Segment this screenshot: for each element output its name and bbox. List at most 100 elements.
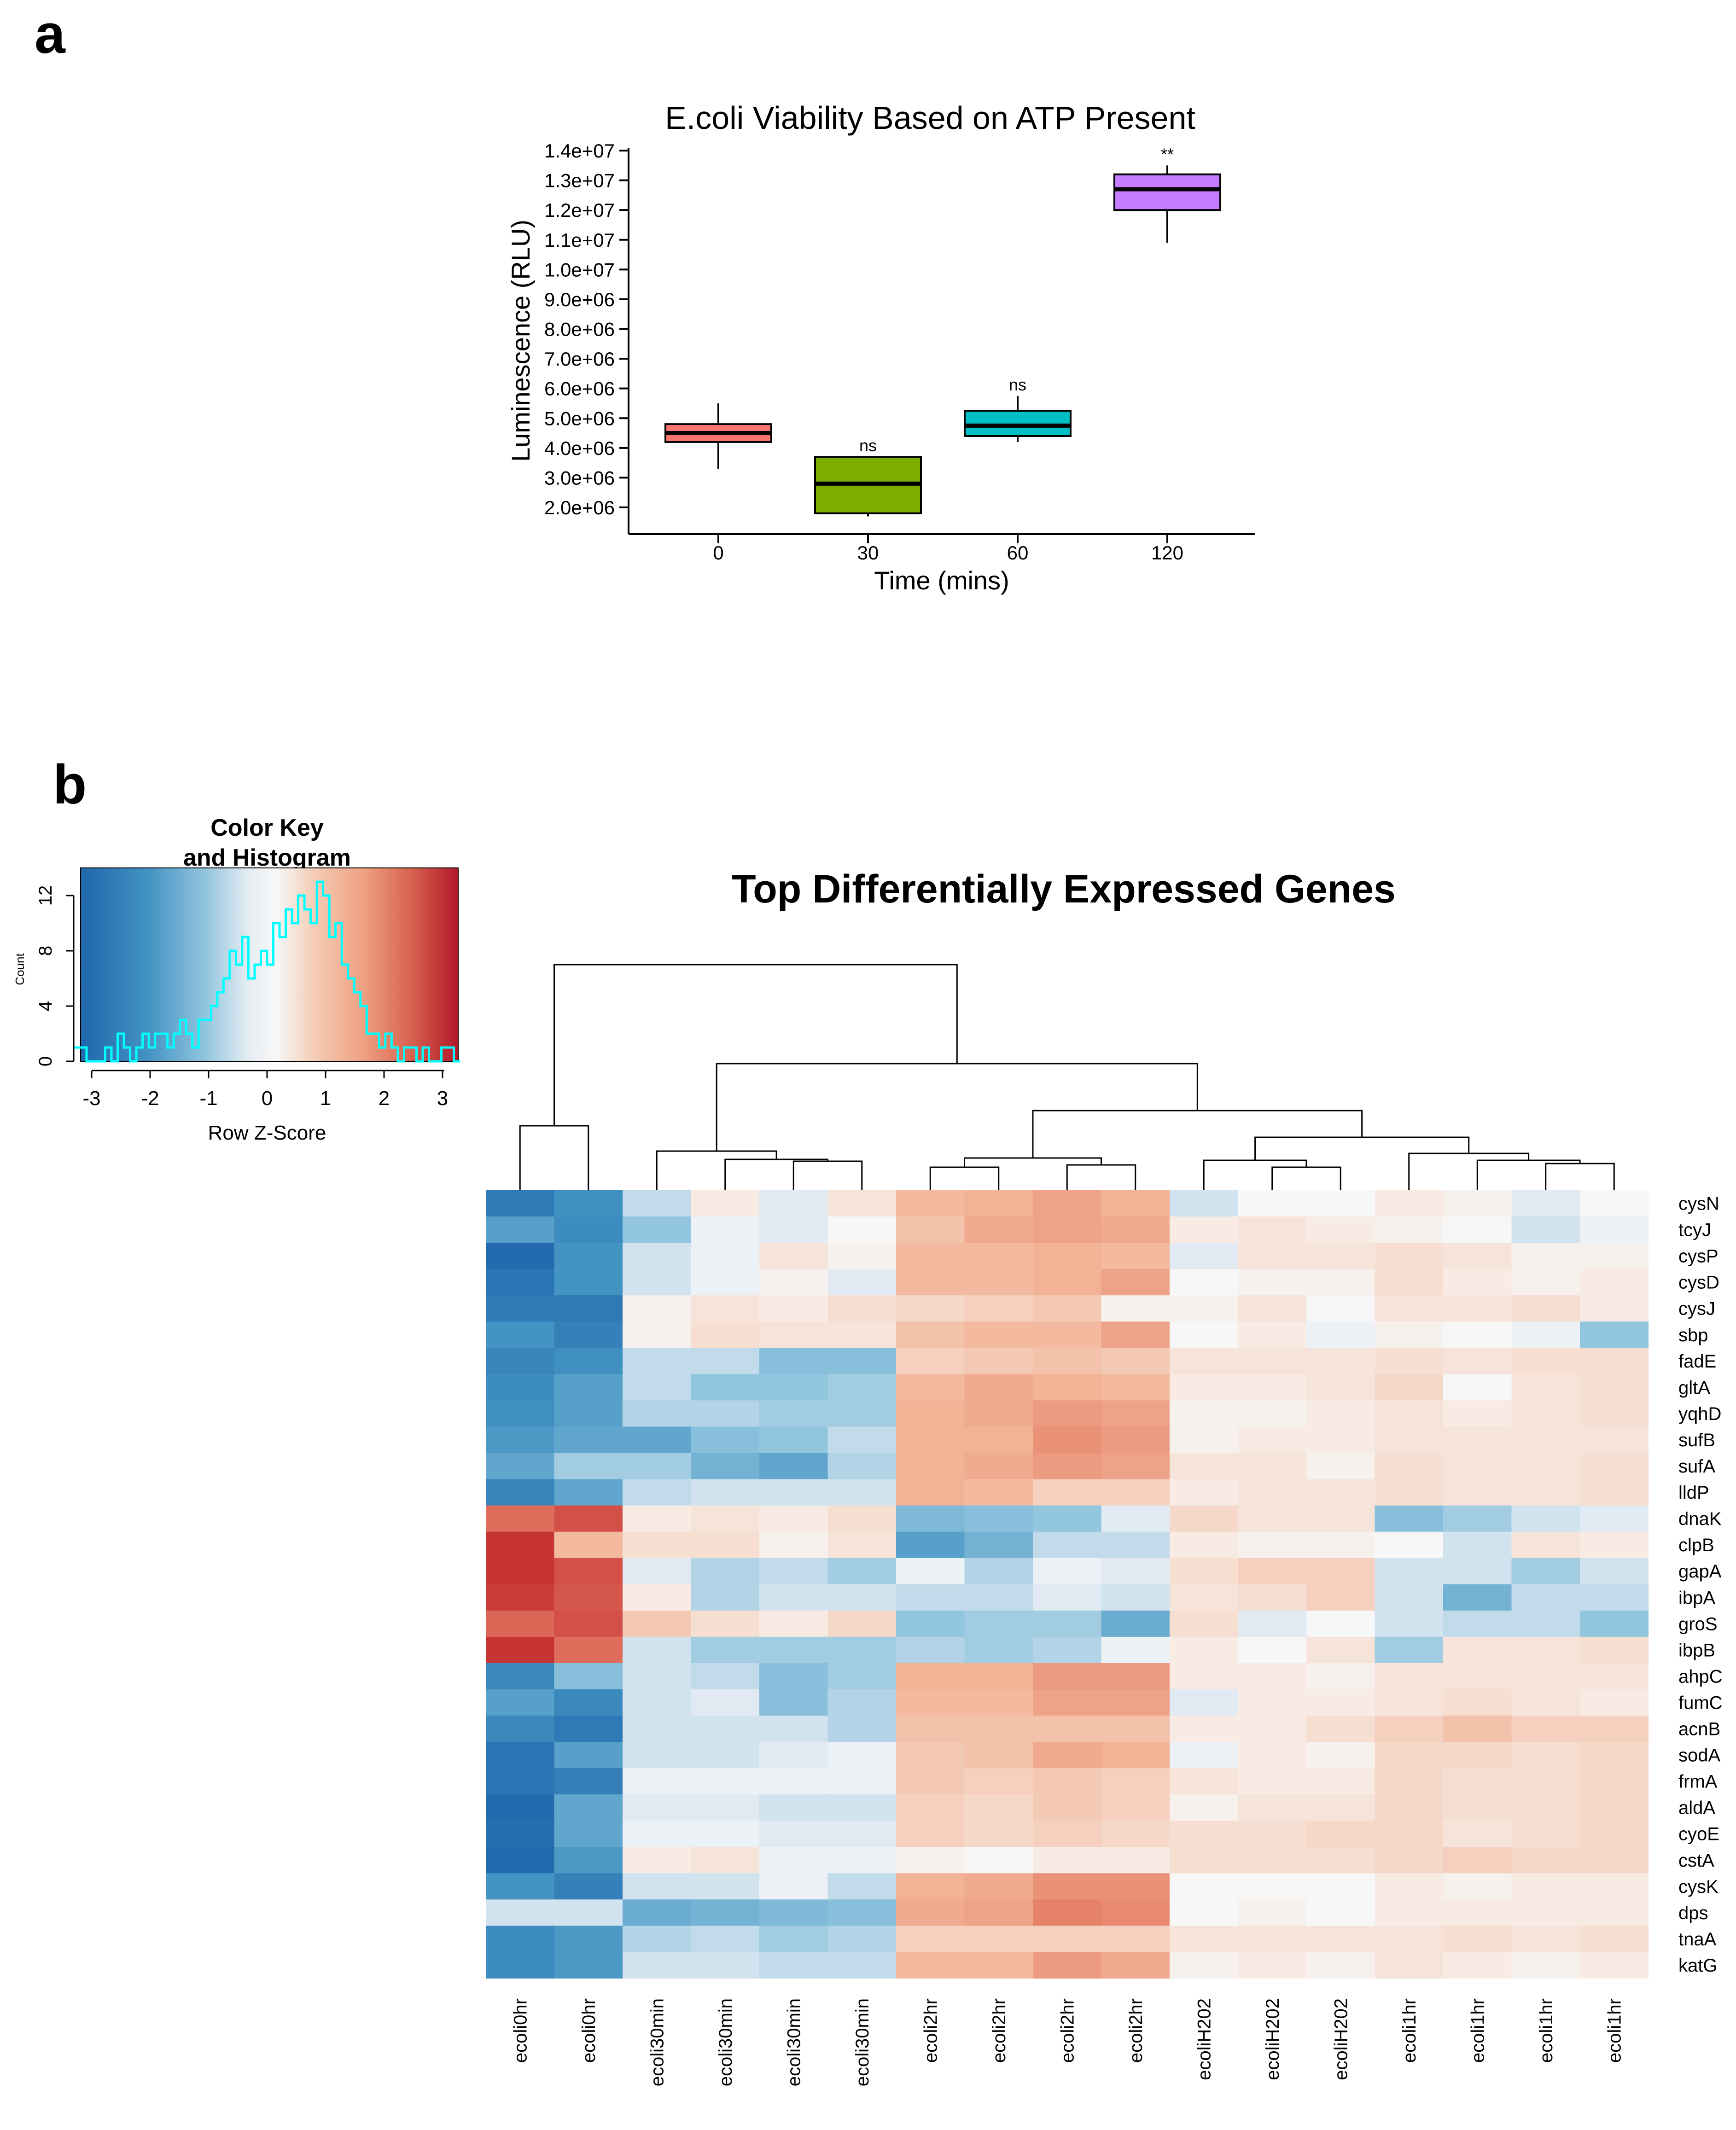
heatmap-cell [554, 1558, 623, 1585]
heatmap-cell [1511, 1505, 1580, 1532]
heatmap-cell [691, 1610, 760, 1637]
heatmap-cell [1170, 1899, 1239, 1926]
heatmap-cell [1580, 1610, 1649, 1637]
heatmap-cell [623, 1610, 692, 1637]
heatmap-cell [486, 1952, 555, 1979]
dendrogram-branch [716, 1063, 1198, 1151]
heatmap-cell [1033, 1374, 1102, 1401]
heatmap-cell [554, 1847, 623, 1874]
heatmap-cell [486, 1190, 555, 1217]
heatmap-cell [554, 1269, 623, 1296]
heatmap-cell [1375, 1899, 1444, 1926]
heatmap-cell [896, 1873, 965, 1900]
row-label: tcyJ [1678, 1220, 1711, 1240]
heatmap-cell [759, 1663, 828, 1690]
heatmap-cell [554, 1348, 623, 1374]
heatmap-cell [827, 1505, 897, 1532]
heatmap-cell [623, 1216, 692, 1243]
heatmap-cell [1101, 1558, 1170, 1585]
heatmap-cell [896, 1847, 965, 1874]
heatmap-cell [896, 1821, 965, 1847]
heatmap-cell [896, 1374, 965, 1401]
heatmap-cell [1580, 1926, 1649, 1953]
heatmap-cell [1238, 1899, 1307, 1926]
row-label: sufA [1678, 1456, 1715, 1477]
heatmap-cell [1033, 1321, 1102, 1348]
heatmap-cell [964, 1558, 1033, 1585]
heatmap-cell [1101, 1689, 1170, 1716]
y-tick-label: 6.0e+06 [544, 378, 615, 400]
heatmap-cell [759, 1269, 828, 1296]
heatmap-cell [896, 1584, 965, 1611]
heatmap-cell [1580, 1847, 1649, 1874]
heatmap-cell [1443, 1531, 1512, 1559]
y-tick-label: 8.0e+06 [544, 319, 615, 340]
heatmap-cell [827, 1689, 897, 1716]
heatmap-cell [1375, 1374, 1444, 1401]
heatmap-cell [1238, 1190, 1307, 1217]
heatmap-cell [759, 1689, 828, 1716]
heatmap-cell [1511, 1269, 1580, 1296]
heatmap-cell [1306, 1190, 1375, 1217]
heatmap-cell [1238, 1295, 1307, 1322]
heatmap-cell [1170, 1321, 1239, 1348]
heatmap-cell [827, 1847, 897, 1874]
heatmap-cell [759, 1216, 828, 1243]
heatmap-cell [827, 1873, 897, 1900]
heatmap-cell [1375, 1689, 1444, 1716]
heatmap-cell [691, 1295, 760, 1322]
heatmap-cell [896, 1295, 965, 1322]
row-label: ibpB [1678, 1640, 1715, 1660]
heatmap-column-labels: ecoli0hr ecoli0hr ecoli30min ecoli30min ecol… [510, 1998, 1625, 2086]
heatmap-cell [1511, 1558, 1580, 1585]
heatmap-cell [896, 1348, 965, 1374]
heatmap-cell [486, 1531, 555, 1559]
heatmap-cell [759, 1716, 828, 1742]
heatmap-cell [964, 1768, 1033, 1795]
heatmap-cell [827, 1899, 897, 1926]
x-tick-label: 30 [857, 542, 879, 564]
heatmap-cell [1101, 1899, 1170, 1926]
heatmap-cell [691, 1453, 760, 1480]
heatmap-cell [1170, 1348, 1239, 1374]
heatmap-cell [554, 1400, 623, 1427]
heatmap-cell [1580, 1190, 1649, 1217]
heatmap-cell [1443, 1216, 1512, 1243]
heatmap-title: Top Differentially Expressed Genes [732, 867, 1396, 911]
heatmap-cell [1033, 1531, 1102, 1559]
heatmap-cell [1033, 1190, 1102, 1217]
heatmap-cell [896, 1479, 965, 1506]
key-x-tick-label: -3 [82, 1087, 100, 1110]
row-label: cysJ [1678, 1299, 1715, 1319]
heatmap-cell [691, 1216, 760, 1243]
heatmap-cell [1580, 1716, 1649, 1742]
box-body [964, 410, 1072, 437]
boxplot-x-ticks: 0 30 60 120 [713, 534, 1183, 564]
heatmap-cell [623, 1768, 692, 1795]
heatmap-cell [1306, 1952, 1375, 1979]
heatmap-cell [896, 1636, 965, 1664]
heatmap-cell [1580, 1453, 1649, 1480]
heatmap-cell [623, 1453, 692, 1480]
heatmap-cell [1443, 1610, 1512, 1637]
heatmap-cell [623, 1716, 692, 1742]
row-label: gltA [1678, 1378, 1710, 1398]
heatmap-cell [1238, 1453, 1307, 1480]
heatmap-cell [1170, 1636, 1239, 1664]
heatmap-cell [1375, 1558, 1444, 1585]
heatmap-cell [1443, 1295, 1512, 1322]
heatmap-cell [1238, 1636, 1307, 1664]
y-tick-label: 1.2e+07 [544, 199, 615, 221]
row-label: cysP [1678, 1246, 1719, 1267]
heatmap-cell [554, 1689, 623, 1716]
heatmap-cell [1580, 1531, 1649, 1559]
heatmap-cell [691, 1952, 760, 1979]
heatmap-cell [896, 1505, 965, 1532]
row-label: aldA [1678, 1798, 1715, 1818]
dendrogram-branch [1545, 1163, 1615, 1190]
heatmap-cell [1238, 1873, 1307, 1900]
heatmap-cell [964, 1610, 1033, 1637]
dendrogram-branch [1408, 1152, 1530, 1190]
heatmap-cell [1580, 1216, 1649, 1243]
heatmap-cell [486, 1768, 555, 1795]
